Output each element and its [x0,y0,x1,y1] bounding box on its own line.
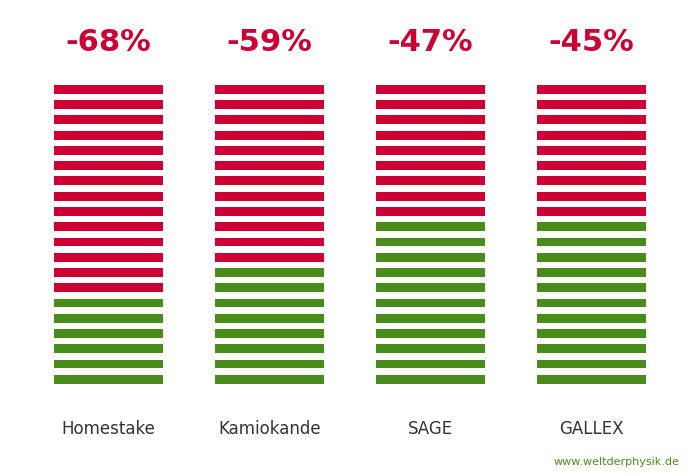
Bar [377,345,484,354]
Bar [216,284,323,293]
Bar [538,208,645,217]
Text: -47%: -47% [388,28,473,57]
Bar [216,162,323,171]
Bar [377,208,484,217]
Bar [55,223,162,232]
Bar [55,375,162,384]
Bar [55,299,162,308]
Bar [538,329,645,338]
Bar [55,253,162,262]
Bar [216,116,323,125]
Text: -45%: -45% [549,28,634,57]
Bar [538,147,645,156]
Bar [55,238,162,247]
Bar [538,86,645,95]
Bar [216,147,323,156]
Bar [216,131,323,140]
Text: GALLEX: GALLEX [559,419,624,437]
Bar [377,116,484,125]
Bar [377,299,484,308]
Bar [377,360,484,369]
Bar [216,375,323,384]
Text: SAGE: SAGE [408,419,453,437]
Bar [538,177,645,186]
Bar [55,131,162,140]
Bar [538,253,645,262]
Bar [377,147,484,156]
Bar [538,314,645,323]
Bar [55,116,162,125]
Bar [538,268,645,278]
Bar [538,131,645,140]
Bar [55,147,162,156]
Bar [377,268,484,278]
Bar [55,86,162,95]
Bar [377,162,484,171]
Bar [377,375,484,384]
Bar [538,238,645,247]
Text: -68%: -68% [66,28,151,57]
Bar [55,284,162,293]
Bar [216,177,323,186]
Text: Kamiokande: Kamiokande [218,419,321,437]
Bar [55,345,162,354]
Bar [216,86,323,95]
Bar [55,192,162,201]
Bar [216,192,323,201]
Bar [377,284,484,293]
Bar [55,360,162,369]
Bar [538,192,645,201]
Bar [55,329,162,338]
Bar [216,314,323,323]
Bar [216,268,323,278]
Bar [377,177,484,186]
Bar [538,223,645,232]
Bar [538,284,645,293]
Bar [216,253,323,262]
Bar [216,101,323,110]
Bar [377,101,484,110]
Text: www.weltderphysik.de: www.weltderphysik.de [553,456,679,466]
Bar [55,314,162,323]
Bar [216,223,323,232]
Bar [216,299,323,308]
Bar [377,223,484,232]
Text: Homestake: Homestake [62,419,155,437]
Bar [377,86,484,95]
Bar [538,101,645,110]
Bar [538,116,645,125]
Bar [55,208,162,217]
Bar [377,131,484,140]
Bar [55,162,162,171]
Bar [377,329,484,338]
Bar [538,162,645,171]
Bar [377,238,484,247]
Bar [55,268,162,278]
Bar [216,238,323,247]
Bar [377,314,484,323]
Bar [377,253,484,262]
Bar [216,208,323,217]
Bar [55,177,162,186]
Bar [377,192,484,201]
Bar [216,329,323,338]
Bar [538,345,645,354]
Bar [538,299,645,308]
Bar [538,375,645,384]
Bar [216,345,323,354]
Bar [538,360,645,369]
Bar [216,360,323,369]
Text: -59%: -59% [227,28,312,57]
Bar [55,101,162,110]
